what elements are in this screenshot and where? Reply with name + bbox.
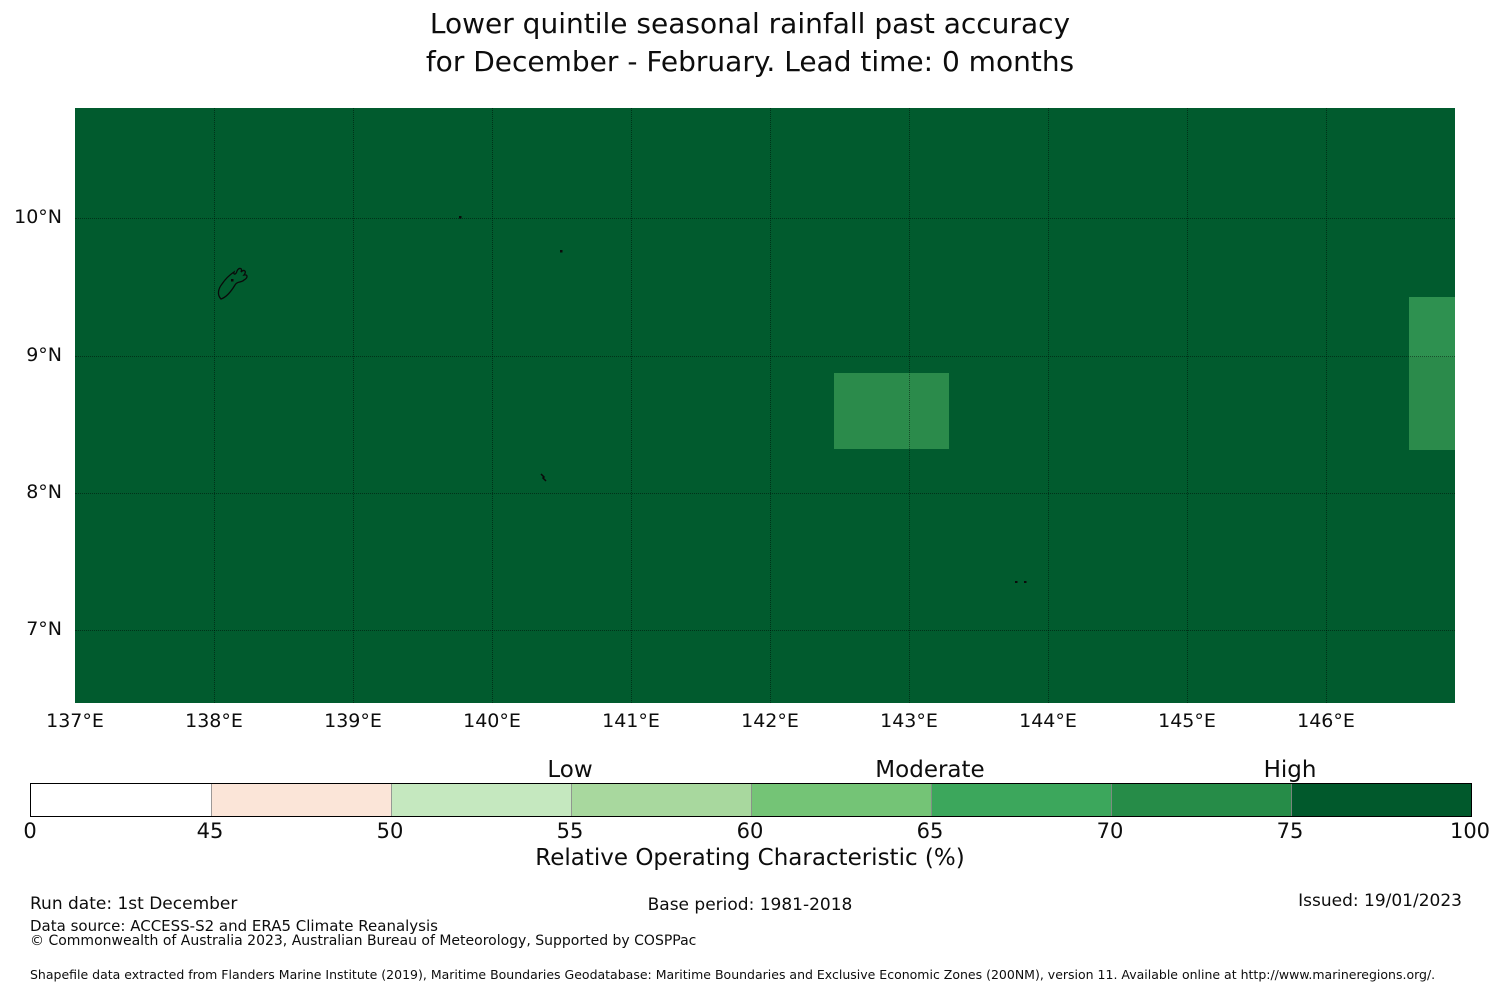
x-tick-145e: 145°E [1158, 710, 1216, 732]
colorbar-tick-55: 55 [556, 819, 584, 843]
x-tick-142e: 142°E [741, 710, 799, 732]
colorbar-segment-65-70 [931, 784, 1111, 816]
gridline-9n [75, 356, 1455, 357]
colorbar-tick-100: 100 [1449, 819, 1491, 843]
colorbar-tick-70: 70 [1096, 819, 1124, 843]
gridline-138e [214, 108, 215, 703]
gridline-10n [75, 218, 1455, 219]
accuracy-patch-right-edge-upper [1409, 297, 1455, 357]
colorbar [30, 783, 1472, 817]
colorbar-segment-50-55 [391, 784, 571, 816]
x-tick-144e: 144°E [1019, 710, 1077, 732]
accuracy-patch-right-edge-lower [1409, 357, 1455, 450]
x-tick-140e: 140°E [463, 710, 521, 732]
colorbar-category-moderate: Moderate [875, 757, 985, 783]
colorbar-axis-label: Relative Operating Characteristic (%) [535, 845, 965, 871]
accuracy-patch-143e [834, 373, 949, 449]
colorbar-tick-45: 45 [196, 819, 224, 843]
gridline-143e [909, 108, 910, 703]
x-tick-138e: 138°E [185, 710, 243, 732]
colorbar-segment-75-100 [1291, 784, 1471, 816]
gridline-145e [1187, 108, 1188, 703]
colorbar-tick-75: 75 [1276, 819, 1304, 843]
island-outlines [217, 216, 1027, 583]
gridline-8n [75, 493, 1455, 494]
x-tick-143e: 143°E [880, 710, 938, 732]
gridline-7n [75, 630, 1455, 631]
colorbar-category-low: Low [547, 757, 593, 783]
y-tick-8n: 8°N [26, 481, 62, 503]
run-date-text: Run date: 1st December [30, 894, 238, 914]
colorbar-segment-45-50 [211, 784, 391, 816]
gridline-142e [770, 108, 771, 703]
colorbar-tick-60: 60 [736, 819, 764, 843]
y-tick-10n: 10°N [14, 206, 62, 228]
colorbar-tick-0: 0 [23, 819, 37, 843]
copyright-text: © Commonwealth of Australia 2023, Austra… [30, 933, 697, 949]
gridline-140e [492, 108, 493, 703]
data-source-text: Data source: ACCESS-S2 and ERA5 Climate … [30, 917, 438, 935]
gridline-146e [1326, 108, 1327, 703]
gridline-144e [1048, 108, 1049, 703]
colorbar-segment-60-65 [751, 784, 931, 816]
map-panel [75, 108, 1455, 703]
shapefile-note-text: Shapefile data extracted from Flanders M… [30, 967, 1436, 982]
colorbar-category-high: High [1263, 757, 1317, 783]
colorbar-segment-0-45 [31, 784, 211, 816]
x-tick-137e: 137°E [46, 710, 104, 732]
colorbar-tick-50: 50 [376, 819, 404, 843]
x-tick-139e: 139°E [324, 710, 382, 732]
y-tick-7n: 7°N [26, 618, 62, 640]
colorbar-tick-65: 65 [916, 819, 944, 843]
issued-date-text: Issued: 19/01/2023 [1298, 891, 1462, 911]
y-tick-9n: 9°N [26, 344, 62, 366]
chart-title-line-2: for December - February. Lead time: 0 mo… [425, 45, 1075, 78]
gridline-141e [631, 108, 632, 703]
colorbar-segment-55-60 [571, 784, 751, 816]
chart-title-line-1: Lower quintile seasonal rainfall past ac… [429, 7, 1071, 40]
x-tick-146e: 146°E [1297, 710, 1355, 732]
base-period-text: Base period: 1981-2018 [647, 895, 853, 915]
colorbar-segment-70-75 [1111, 784, 1291, 816]
gridline-139e [353, 108, 354, 703]
x-tick-141e: 141°E [602, 710, 660, 732]
